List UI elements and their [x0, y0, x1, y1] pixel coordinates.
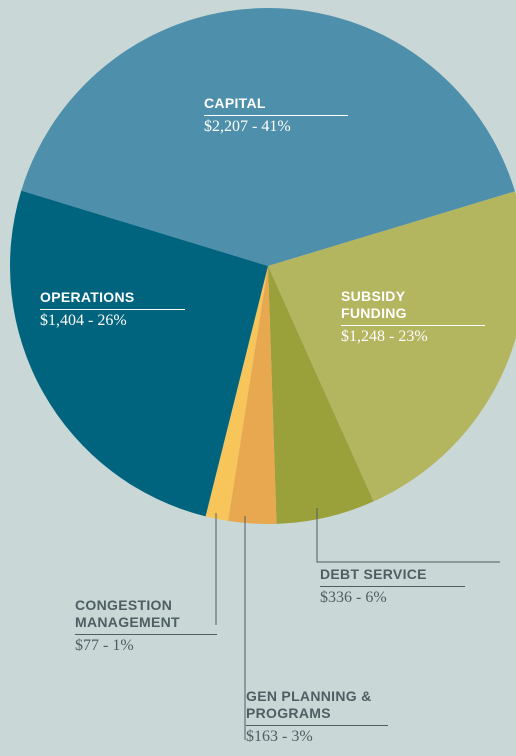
slice-label: OPERATIONS $1,404 - 26% [40, 289, 185, 330]
value-label: $2,207 - 41% [204, 118, 291, 135]
pie-slice [21, 8, 515, 267]
value-label: $1,248 - 23% [341, 328, 428, 345]
leader-lines [215, 508, 500, 740]
pie-slice [9, 190, 269, 517]
value-label: $1,404 - 26% [40, 312, 127, 329]
value-label: $163 - 3% [246, 728, 313, 745]
category-name: OPERATIONS [40, 289, 185, 310]
value-label: $336 - 6% [320, 589, 387, 606]
pie-slice [205, 266, 268, 521]
pie-slice [228, 266, 277, 524]
slices [9, 8, 516, 524]
slice-label: DEBT SERVICE $336 - 6% [320, 566, 465, 607]
slice-label: GEN PLANNING & PROGRAMS $163 - 3% [246, 688, 388, 746]
category-name: CAPITAL [204, 95, 348, 116]
category-name: CONGESTION MANAGEMENT [75, 597, 217, 635]
slice-label: CAPITAL $2,207 - 41% [204, 95, 348, 136]
category-name: SUBSIDY FUNDING [341, 288, 485, 326]
pie-slice [268, 266, 374, 524]
category-name: GEN PLANNING & PROGRAMS [246, 688, 388, 726]
slice-label: SUBSIDY FUNDING $1,248 - 23% [341, 288, 485, 346]
pie-slice [268, 191, 516, 502]
leader-line [316, 508, 500, 563]
slice-label: CONGESTION MANAGEMENT $77 - 1% [75, 597, 217, 655]
category-name: DEBT SERVICE [320, 566, 465, 587]
value-label: $77 - 1% [75, 637, 134, 654]
